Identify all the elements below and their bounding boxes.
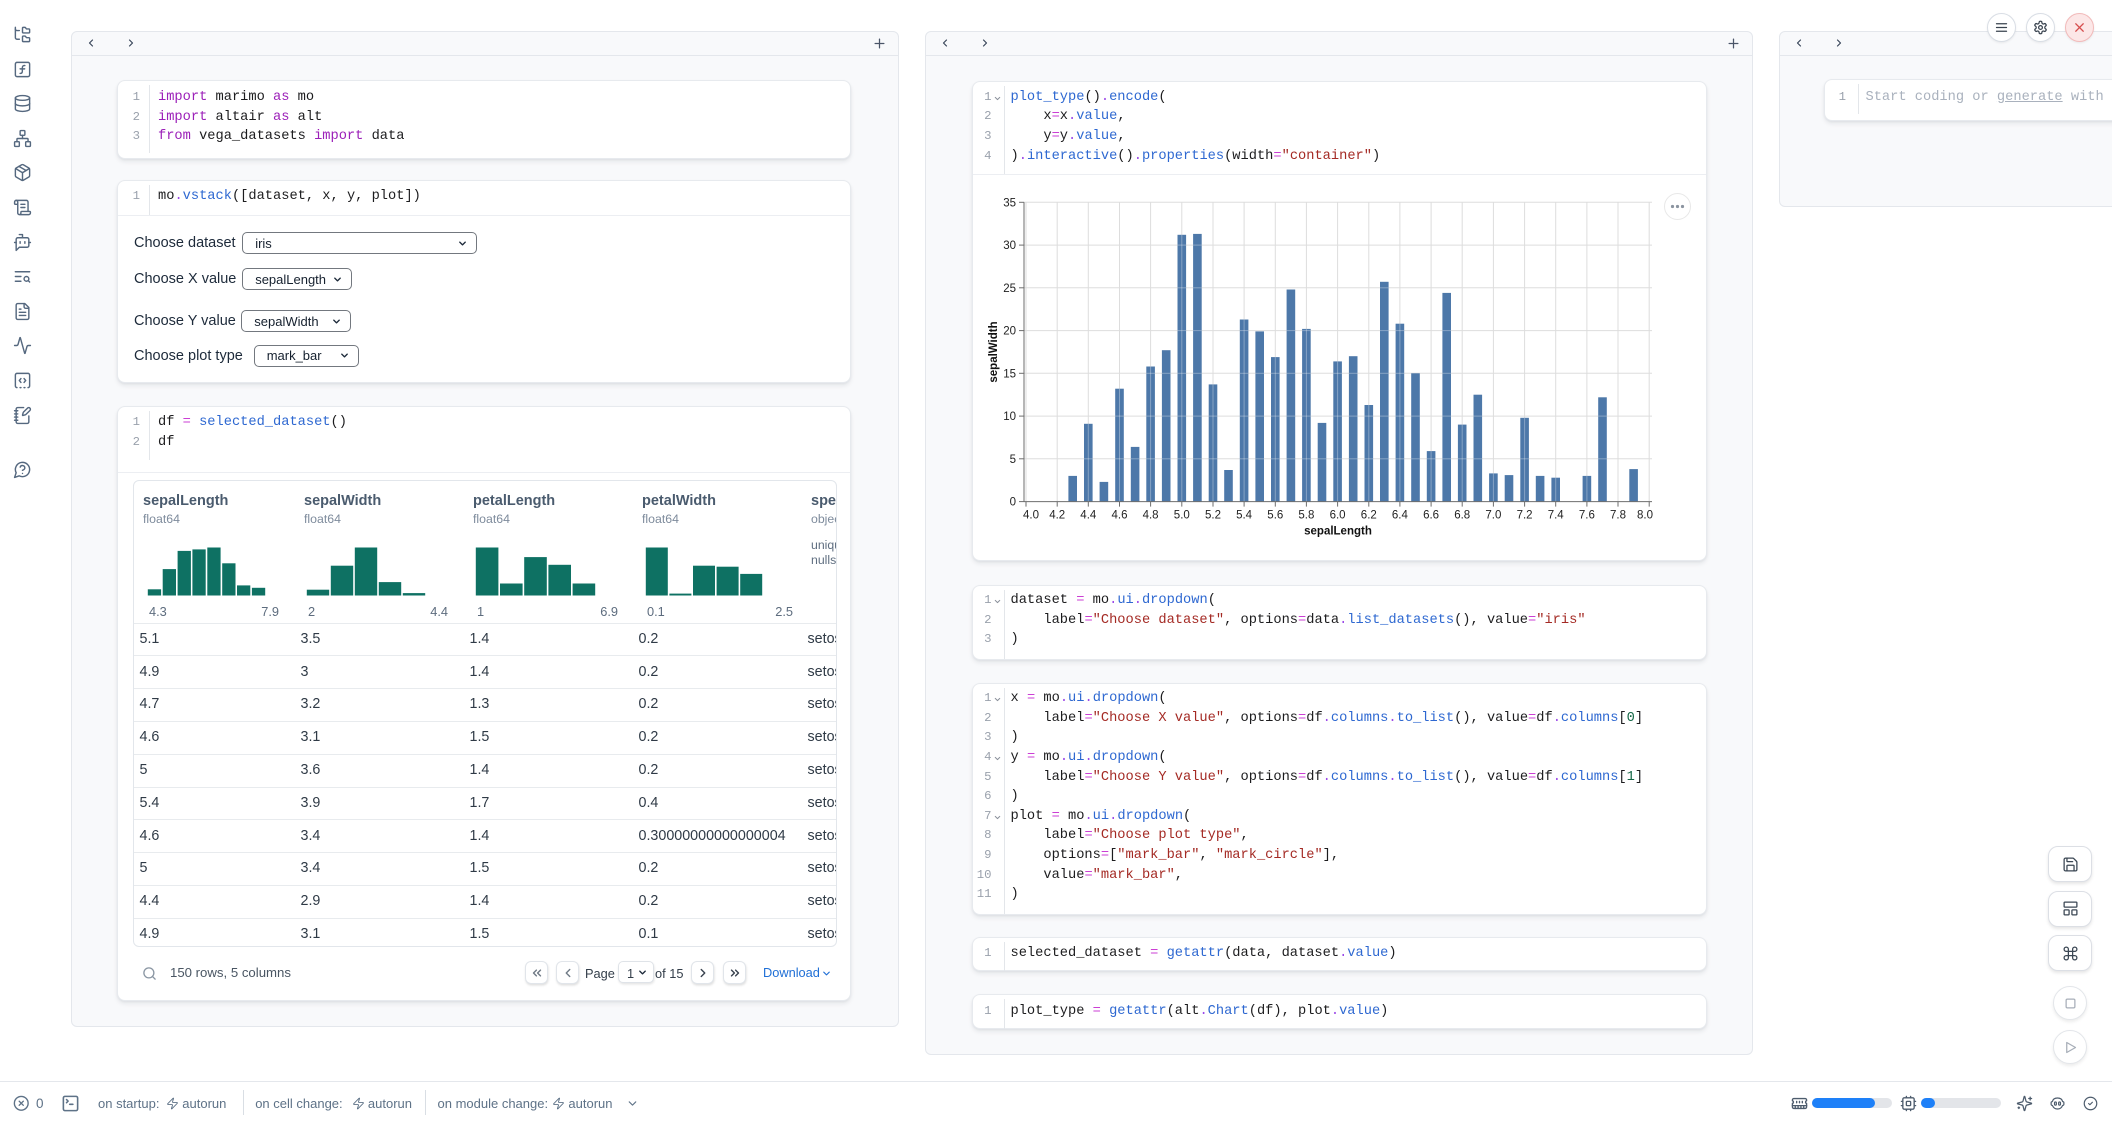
svg-text:6.2: 6.2 bbox=[1361, 510, 1377, 522]
svg-text:5.6: 5.6 bbox=[1267, 510, 1283, 522]
svg-text:7.0: 7.0 bbox=[1485, 510, 1501, 522]
svg-text:4.4: 4.4 bbox=[1080, 510, 1097, 522]
svg-text:0: 0 bbox=[1010, 497, 1016, 509]
svg-text:6.4: 6.4 bbox=[1392, 510, 1409, 522]
svg-text:4.8: 4.8 bbox=[1143, 510, 1159, 522]
svg-text:5.4: 5.4 bbox=[1236, 510, 1253, 522]
svg-text:7.8: 7.8 bbox=[1610, 510, 1626, 522]
svg-text:30: 30 bbox=[1003, 240, 1016, 252]
svg-text:6.6: 6.6 bbox=[1423, 510, 1439, 522]
svg-text:5.8: 5.8 bbox=[1298, 510, 1314, 522]
svg-text:35: 35 bbox=[1003, 197, 1016, 209]
svg-text:15: 15 bbox=[1003, 368, 1016, 380]
svg-text:4.2: 4.2 bbox=[1049, 510, 1065, 522]
svg-text:sepalWidth: sepalWidth bbox=[988, 321, 1000, 382]
svg-text:7.2: 7.2 bbox=[1517, 510, 1533, 522]
svg-text:6.8: 6.8 bbox=[1454, 510, 1470, 522]
svg-text:5.0: 5.0 bbox=[1174, 510, 1190, 522]
svg-text:8.0: 8.0 bbox=[1637, 510, 1653, 522]
svg-text:20: 20 bbox=[1003, 326, 1016, 338]
svg-text:4.6: 4.6 bbox=[1112, 510, 1128, 522]
svg-text:5.2: 5.2 bbox=[1205, 510, 1221, 522]
svg-text:5: 5 bbox=[1010, 454, 1016, 466]
svg-text:sepalLength: sepalLength bbox=[1304, 526, 1372, 538]
svg-text:25: 25 bbox=[1003, 283, 1016, 295]
svg-text:6.0: 6.0 bbox=[1330, 510, 1346, 522]
svg-text:4.0: 4.0 bbox=[1023, 510, 1039, 522]
svg-text:7.4: 7.4 bbox=[1548, 510, 1565, 522]
svg-text:10: 10 bbox=[1003, 411, 1016, 423]
svg-text:7.6: 7.6 bbox=[1579, 510, 1595, 522]
